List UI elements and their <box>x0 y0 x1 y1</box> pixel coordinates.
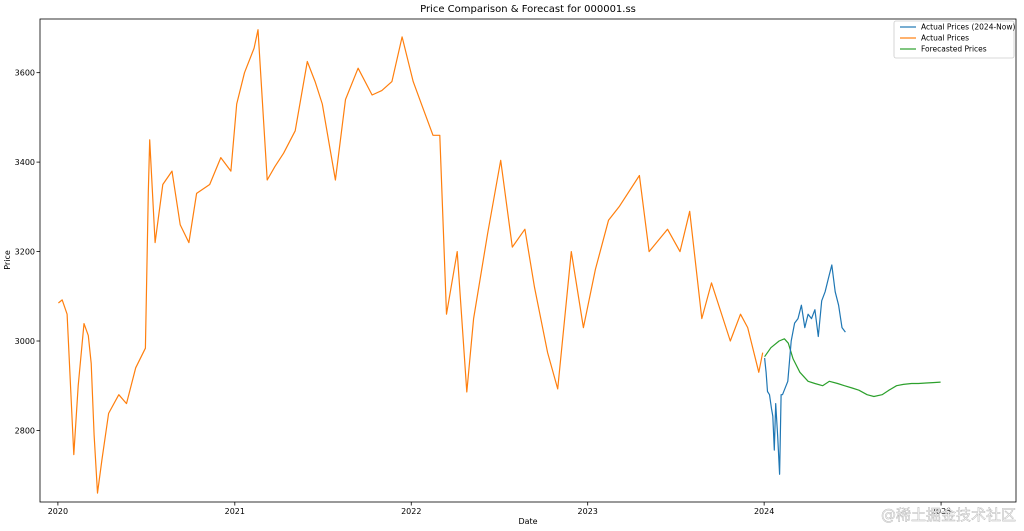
y-tick-label-3400: 3400 <box>15 158 35 167</box>
y-tick-label-3600: 3600 <box>15 69 35 78</box>
x-tick-label-2025: 2025 <box>931 507 951 516</box>
series-line-forecasted-prices <box>764 338 941 398</box>
chart-title: Price Comparison & Forecast for 000001.s… <box>420 4 636 15</box>
legend: Actual Prices (2024-Now) Actual Prices F… <box>893 20 1016 59</box>
y-tick-label-2800: 2800 <box>15 426 35 435</box>
series-line-actual-prices-2024-now <box>764 264 846 475</box>
y-tick-label-3000: 3000 <box>15 337 35 346</box>
y-tick-label-3200: 3200 <box>15 248 35 257</box>
legend-label-actual-2024: Actual Prices (2024-Now) <box>921 23 1016 32</box>
x-tick-label-2023: 2023 <box>578 507 598 516</box>
series-layer <box>58 29 941 494</box>
legend-box <box>893 20 1015 59</box>
y-axis-label: Price <box>3 250 12 270</box>
legend-label-forecast: Forecasted Prices <box>921 45 987 54</box>
x-axis-label: Date <box>518 517 537 526</box>
legend-label-actual: Actual Prices <box>921 34 969 43</box>
x-axis: 2020 2021 2022 2023 2024 2025 <box>48 502 951 516</box>
plot-frame <box>39 18 1017 503</box>
x-tick-label-2022: 2022 <box>401 507 421 516</box>
y-axis: 2800 3000 3200 3400 3600 <box>15 69 40 435</box>
x-tick-label-2024: 2024 <box>754 507 774 516</box>
x-tick-label-2020: 2020 <box>48 507 68 516</box>
watermark-text: @稀土掘金技术社区 <box>881 506 1016 524</box>
x-tick-label-2021: 2021 <box>225 507 245 516</box>
series-line-actual-prices <box>58 29 764 494</box>
